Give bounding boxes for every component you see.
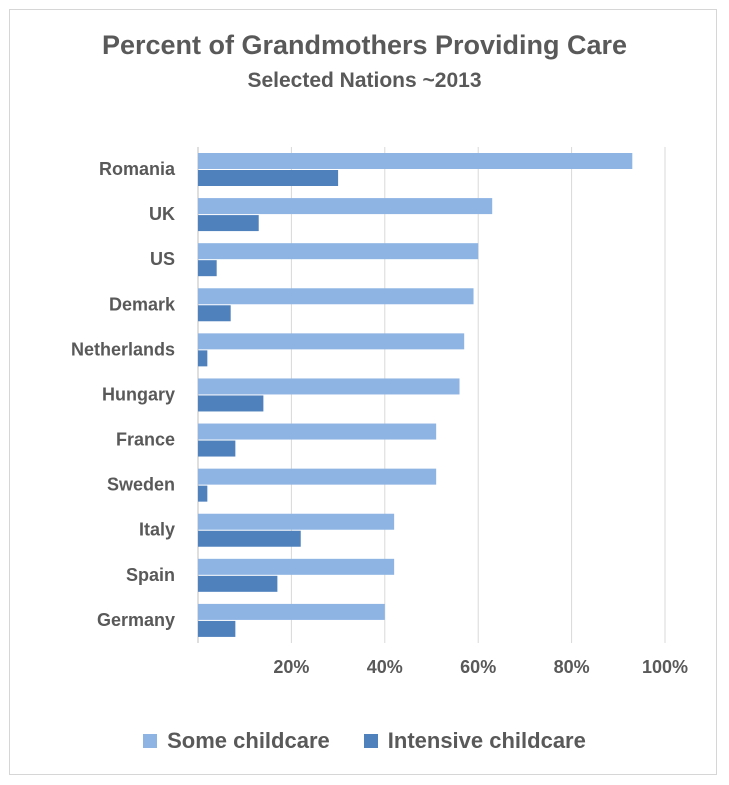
bar-intensive-childcare — [198, 350, 208, 367]
bar-some-childcare — [198, 243, 479, 260]
category-label: UK — [149, 204, 175, 224]
bar-some-childcare — [198, 333, 465, 350]
bar-intensive-childcare — [198, 440, 236, 457]
bar-chart: 20% 40% 60% 80% 100% Romania UK US Demark Netherl… — [71, 147, 688, 677]
legend-swatch-some-childcare — [143, 734, 158, 748]
bar-some-childcare — [198, 288, 474, 305]
legend-swatch-intensive-childcare — [363, 734, 378, 748]
bar-intensive-childcare — [198, 485, 208, 502]
category-label: Demark — [109, 294, 176, 314]
bar-some-childcare — [198, 603, 385, 620]
bar-intensive-childcare — [198, 260, 217, 277]
bar-some-childcare — [198, 423, 437, 440]
legend-item-intensive-childcare: Intensive childcare — [363, 728, 586, 754]
legend-label-some-childcare: Some childcare — [167, 728, 330, 753]
chart-legend: Some childcare Intensive childcare — [0, 728, 729, 754]
bar-intensive-childcare — [198, 620, 236, 637]
x-tick-label: 60% — [460, 657, 496, 677]
bar-some-childcare — [198, 468, 437, 485]
x-tick-label: 80% — [554, 657, 590, 677]
category-label: US — [150, 249, 175, 269]
bar-some-childcare — [198, 513, 395, 530]
bar-some-childcare — [198, 153, 633, 169]
bar-intensive-childcare — [198, 575, 278, 592]
category-label: Hungary — [102, 384, 175, 404]
category-label: Sweden — [107, 475, 175, 495]
category-label: Netherlands — [71, 339, 175, 359]
bar-intensive-childcare — [198, 170, 339, 186]
bar-intensive-childcare — [198, 530, 301, 547]
category-label: Romania — [99, 159, 176, 179]
chart-title: Percent of Grandmothers Providing Care — [101, 30, 628, 60]
bar-intensive-childcare — [198, 395, 264, 412]
x-tick-label: 20% — [273, 657, 309, 677]
category-label: Spain — [126, 565, 175, 585]
category-label: France — [116, 430, 175, 450]
chart-subtitle: Selected Nations ~2013 — [247, 69, 482, 92]
legend-label-intensive-childcare: Intensive childcare — [387, 728, 586, 753]
bar-some-childcare — [198, 558, 395, 575]
bar-intensive-childcare — [198, 305, 231, 322]
category-label: Italy — [139, 520, 175, 540]
bar-some-childcare — [198, 198, 493, 215]
x-tick-label: 40% — [367, 657, 403, 677]
bar-some-childcare — [198, 378, 460, 395]
bar-intensive-childcare — [198, 215, 259, 232]
category-label: Germany — [97, 610, 175, 630]
legend-item-some-childcare: Some childcare — [143, 728, 330, 754]
x-tick-label: 100% — [642, 657, 688, 677]
